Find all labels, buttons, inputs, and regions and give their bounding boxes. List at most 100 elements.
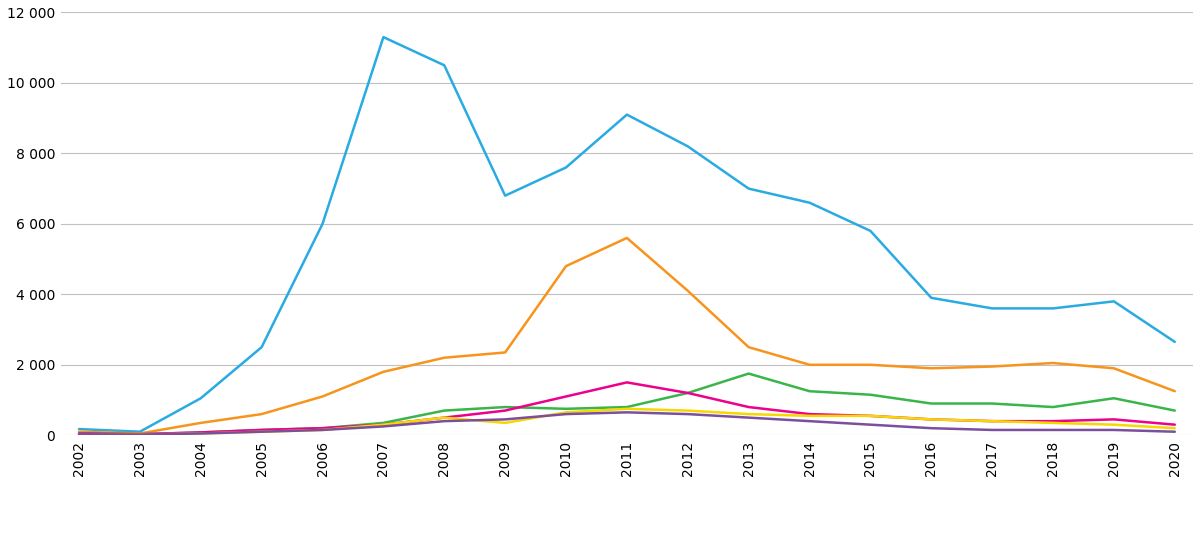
Polen	[72, 426, 86, 432]
Romania	[376, 420, 390, 426]
Latvia	[1168, 421, 1182, 428]
Romania	[1106, 395, 1121, 402]
Litauen	[316, 393, 330, 400]
Litauen	[193, 420, 208, 426]
Bulgaria	[193, 430, 208, 437]
Estland	[559, 411, 574, 417]
Litauen	[619, 234, 634, 241]
Litauen	[1168, 388, 1182, 395]
Latvia	[619, 379, 634, 386]
Romania	[863, 391, 877, 398]
Estland	[680, 411, 695, 417]
Latvia	[1046, 418, 1061, 425]
Bulgaria	[133, 431, 148, 438]
Bulgaria	[437, 414, 451, 421]
Bulgaria	[924, 416, 938, 423]
Litauen	[863, 362, 877, 368]
Polen	[619, 111, 634, 118]
Latvia	[316, 425, 330, 431]
Estland	[924, 425, 938, 431]
Romania	[985, 400, 1000, 407]
Romania	[924, 400, 938, 407]
Estland	[133, 431, 148, 438]
Litauen	[72, 429, 86, 435]
Latvia	[437, 414, 451, 421]
Romania	[133, 431, 148, 437]
Latvia	[680, 389, 695, 396]
Polen	[437, 62, 451, 69]
Estland	[1046, 427, 1061, 434]
Latvia	[803, 411, 817, 417]
Litauen	[559, 263, 574, 270]
Romania	[619, 403, 634, 410]
Polen	[803, 199, 817, 206]
Litauen	[985, 363, 1000, 370]
Polen	[924, 295, 938, 301]
Romania	[498, 403, 512, 410]
Bulgaria	[619, 406, 634, 412]
Bulgaria	[316, 427, 330, 434]
Estland	[376, 423, 390, 430]
Romania	[254, 427, 269, 434]
Romania	[559, 406, 574, 412]
Bulgaria	[498, 420, 512, 426]
Bulgaria	[742, 411, 756, 417]
Bulgaria	[1168, 425, 1182, 431]
Romania	[803, 388, 817, 395]
Latvia	[863, 412, 877, 419]
Estland	[863, 421, 877, 428]
Romania	[72, 430, 86, 437]
Bulgaria	[72, 431, 86, 437]
Estland	[193, 430, 208, 437]
Bulgaria	[985, 418, 1000, 425]
Estland	[742, 414, 756, 421]
Polen	[1168, 339, 1182, 345]
Estland	[254, 429, 269, 435]
Line: Romania: Romania	[79, 374, 1175, 434]
Bulgaria	[254, 429, 269, 435]
Latvia	[376, 421, 390, 428]
Estland	[619, 409, 634, 416]
Latvia	[254, 427, 269, 434]
Bulgaria	[1106, 421, 1121, 428]
Estland	[316, 427, 330, 434]
Latvia	[498, 407, 512, 414]
Polen	[193, 395, 208, 402]
Litauen	[680, 287, 695, 294]
Estland	[437, 418, 451, 425]
Polen	[863, 228, 877, 234]
Romania	[437, 407, 451, 414]
Polen	[1106, 298, 1121, 305]
Polen	[498, 193, 512, 199]
Bulgaria	[559, 409, 574, 416]
Line: Polen: Polen	[79, 37, 1175, 432]
Polen	[742, 185, 756, 192]
Line: Latvia: Latvia	[79, 382, 1175, 434]
Litauen	[437, 354, 451, 361]
Litauen	[1046, 360, 1061, 367]
Romania	[742, 371, 756, 377]
Polen	[316, 220, 330, 227]
Bulgaria	[803, 412, 817, 419]
Polen	[376, 34, 390, 41]
Estland	[1106, 427, 1121, 434]
Estland	[498, 416, 512, 423]
Line: Bulgaria: Bulgaria	[79, 409, 1175, 435]
Litauen	[742, 344, 756, 350]
Polen	[133, 429, 148, 435]
Romania	[1046, 403, 1061, 410]
Polen	[559, 164, 574, 171]
Romania	[193, 429, 208, 436]
Romania	[680, 389, 695, 396]
Bulgaria	[1046, 420, 1061, 426]
Estland	[803, 418, 817, 425]
Romania	[1168, 407, 1182, 414]
Litauen	[1106, 365, 1121, 372]
Polen	[680, 143, 695, 150]
Latvia	[559, 393, 574, 400]
Bulgaria	[680, 407, 695, 414]
Litauen	[803, 362, 817, 368]
Latvia	[72, 430, 86, 437]
Line: Litauen: Litauen	[79, 238, 1175, 434]
Litauen	[254, 411, 269, 417]
